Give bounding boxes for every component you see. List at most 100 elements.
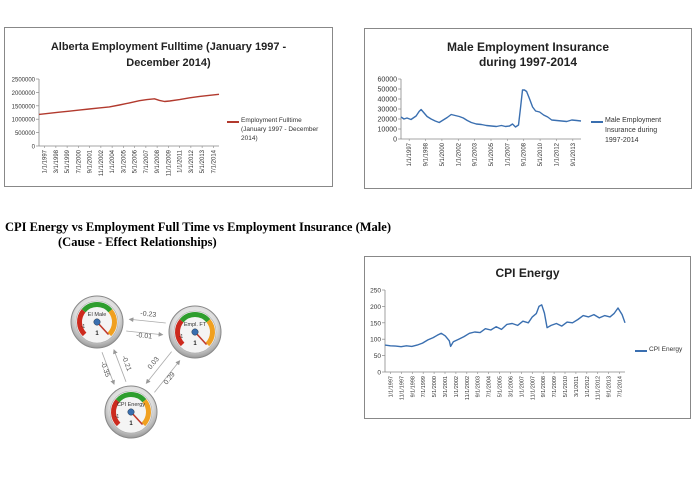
alberta-x-tick-label: 9/1/2008 — [155, 149, 161, 173]
male-ei-x-tick-label: 1/1/1997 — [407, 142, 413, 166]
cpi-energy-panel: CPI Energy 0 50 100 150 200 250 1/1/1997 11/1/1… — [364, 256, 691, 419]
alberta-legend-swatch — [227, 121, 239, 123]
gauge-arc-red — [175, 319, 185, 347]
male-ei-x-tick-label: 9/1/2008 — [522, 142, 528, 166]
edge-weight-label: -0.23 — [140, 310, 157, 319]
cpi-x-tick-label: 7/1/2014 — [618, 376, 624, 397]
gauge-value: 1 — [129, 421, 133, 427]
relationships-heading: CPI Energy vs Employment Full Time vs Em… — [5, 220, 391, 234]
male-ei-x-tick-label: 5/1/2010 — [538, 142, 544, 166]
male-ei-y-tick-label: 30000 — [378, 107, 398, 114]
gauge-arc-orange — [141, 399, 151, 427]
alberta-chart-title: Alberta Employment Fulltime (January 199… — [50, 41, 287, 69]
male-ei-y-tick-label: 0 — [393, 137, 397, 144]
cpi-x-tick-label: 7/1/1999 — [421, 376, 427, 397]
male-ei-y-tick-label: 10000 — [378, 127, 398, 134]
gauge-hub — [127, 408, 135, 416]
alberta-legend-label: Employment Fulltime (January 1997 - Dece… — [241, 117, 319, 142]
cpi-series-line — [384, 304, 626, 348]
cpi-x-tick-label: 5/1/2005 — [498, 376, 504, 397]
cpi-x-tick-label: 5/1/2010 — [563, 376, 569, 397]
male-ei-x-tick-label: 9/1/2003 — [473, 142, 479, 166]
male-ei-chart-title: Male Employment Insurance during 1997-20… — [446, 40, 610, 69]
male-ei-y-tick-label: 40000 — [378, 97, 398, 104]
gauge-ei[interactable]: EI Male-1 1 — [70, 295, 124, 349]
male-ei-y-tick-label: 20000 — [378, 117, 398, 124]
cpi-y-tick-label: 200 — [370, 304, 381, 311]
cpi-chart-title: CPI Energy — [495, 266, 560, 280]
alberta-x-tick-label: 1/1/2004 — [110, 149, 116, 173]
alberta-x-tick-label: 1/1/1997 — [43, 149, 49, 173]
alberta-x-tick-label: 3/1/2005 — [121, 149, 127, 173]
cpi-x-tick-label: 3/1/2001 — [443, 376, 449, 397]
gauge-label: EI Male — [88, 312, 107, 318]
gauge-arc-green — [81, 302, 113, 313]
alberta-x-tick-label: 5/1/2013 — [200, 149, 206, 173]
edge-weight-label: -0.35 — [99, 361, 111, 378]
male-ei-legend-label: Male Employment Insurance during 1997-20… — [605, 117, 662, 144]
edge-ei-ft — [126, 330, 164, 337]
gauge-value: 1 — [193, 341, 197, 347]
alberta-x-tick-label: 11/1/2002 — [99, 149, 105, 176]
male-ei-y-tick-label: 60000 — [378, 77, 398, 84]
male-ei-series-line — [400, 89, 582, 128]
cpi-x-tick-label: 7/1/2004 — [487, 376, 493, 397]
cpi-x-tick-label: 11/1/2007 — [530, 376, 536, 400]
cpi-x-tick-label: 3/1/2006 — [508, 376, 514, 397]
gauge-min-label: -1 — [179, 334, 184, 340]
gauge-value: 1 — [95, 331, 99, 337]
gauge-arc-green — [115, 392, 147, 403]
alberta-x-tick-label: 1/1/2011 — [178, 149, 184, 173]
alberta-employment-panel: Alberta Employment Fulltime (January 199… — [4, 27, 333, 187]
gauge-arc-green — [179, 312, 211, 323]
cause-effect-diagram: -0.23-0.01-0.35 -0.21 0.030.29 EI Male-11E… — [70, 295, 222, 439]
edge-weight-label: -0.01 — [136, 332, 153, 341]
cpi-x-tick-label: 1/1/2002 — [454, 376, 460, 397]
male-ei-x-tick-label: 1/1/2002 — [456, 142, 462, 166]
cpi-x-tick-label: 1/1/1997 — [388, 376, 394, 397]
cpi-x-tick-label: 11/1/2012 — [596, 376, 602, 400]
edge-cpi-ft — [154, 360, 181, 393]
cpi-x-tick-label: 1/1/2007 — [519, 376, 525, 397]
alberta-chart: 0 500000 1000000 1500000 2000000 2500000 1/1/1… — [12, 78, 220, 176]
gauge-cpi[interactable]: CPI Energy -1 1 — [104, 385, 158, 439]
gauge-label: Empl. FT — [184, 322, 207, 328]
cpi-x-tick-label: 9/1/2003 — [476, 376, 482, 397]
male-ei-chart: 0 10000 20000 30000 40000 50000 60000 1/1/1997 9… — [378, 77, 582, 166]
cpi-x-tick-label: 3/1/2011 — [574, 376, 580, 397]
relationships-subheading: (Cause - Effect Relationships) — [58, 235, 217, 249]
cpi-y-tick-label: 50 — [374, 353, 382, 360]
alberta-y-tick-label: 500000 — [15, 131, 36, 137]
cpi-legend-label: CPI Energy — [649, 346, 683, 353]
cpi-x-tick-label: 7/1/2009 — [552, 376, 558, 397]
alberta-x-tick-label: 7/1/2014 — [211, 149, 217, 173]
gauge-label: CPI Energy — [117, 402, 145, 408]
gauge-ft[interactable]: Empl. FT-1 1 — [168, 305, 222, 359]
alberta-y-tick-label: 2500000 — [12, 78, 36, 84]
alberta-series-line — [38, 93, 220, 116]
cpi-x-tick-label: 11/1/1997 — [399, 376, 405, 400]
alberta-y-tick-label: 1000000 — [12, 118, 36, 124]
alberta-x-tick-label: 3/1/1998 — [54, 149, 60, 173]
male-ei-x-tick-label: 5/1/2005 — [489, 142, 495, 166]
alberta-x-tick-label: 9/1/2001 — [88, 149, 94, 173]
cpi-y-tick-label: 250 — [370, 288, 381, 295]
gauge-hub — [191, 328, 199, 336]
cpi-legend-swatch — [635, 350, 647, 352]
cpi-x-tick-label: 5/1/2000 — [432, 376, 438, 397]
cpi-x-tick-label: 9/1/1998 — [410, 376, 416, 397]
alberta-y-tick-label: 0 — [32, 145, 36, 151]
edge-ei-cpi — [101, 352, 115, 385]
alberta-y-tick-label: 1500000 — [12, 104, 36, 110]
edge-weight-label: 0.03 — [147, 356, 161, 371]
male-ei-panel: Male Employment Insurance during 1997-20… — [364, 28, 692, 189]
male-ei-x-tick-label: 1/1/2012 — [554, 142, 560, 166]
cpi-energy-chart: 0 50 100 150 200 250 1/1/1997 11/1/1997 9/1/1998… — [370, 288, 626, 400]
gauge-min-label: -1 — [81, 324, 86, 330]
edge-ft-ei — [128, 317, 166, 324]
cpi-x-tick-label: 9/1/2008 — [541, 376, 547, 397]
male-ei-x-tick-label: 5/1/2000 — [440, 142, 446, 166]
cpi-y-tick-label: 0 — [377, 370, 381, 377]
cpi-y-tick-label: 100 — [370, 337, 381, 344]
gauge-hub — [93, 318, 101, 326]
